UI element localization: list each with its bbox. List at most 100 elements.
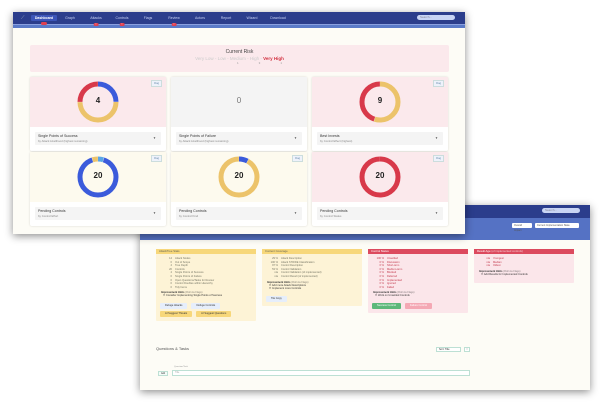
donut-segment[interactable] (77, 81, 119, 123)
implementation-state-dropdown[interactable]: Current Implementation State (535, 223, 579, 228)
nav-tab-dashboard[interactable]: Dashboard (31, 15, 57, 25)
stats-row: n/a Oldest (482, 264, 574, 268)
stat-label[interactable]: Control Doubles within Hierarchy (175, 282, 213, 286)
stat-label[interactable]: Single Points of Failure (175, 274, 202, 278)
flag-button[interactable]: Flag (433, 155, 444, 162)
logo-icon: ⟋ (21, 15, 25, 21)
search-input[interactable]: Search... (417, 15, 455, 20)
risk-level: High (249, 56, 260, 61)
stat-label[interactable]: Control Description (281, 264, 304, 268)
stat-label[interactable]: Out of Scope (175, 260, 191, 264)
stat-label[interactable]: Tidy Items (175, 285, 187, 289)
stat-label[interactable]: Discussion (387, 260, 400, 264)
stat-label[interactable]: Youngest (493, 257, 504, 260)
donut-segment[interactable] (359, 81, 401, 123)
panel-title: Result Age (of implemented controls) (474, 249, 574, 254)
panel-title: Content Coverage (262, 249, 362, 254)
stat-label[interactable]: Control Validation (281, 267, 302, 271)
nav-tab-flags[interactable]: Flags (135, 16, 161, 20)
stat-label[interactable]: Attack Nodes (175, 257, 191, 260)
checkbox-icon: ☐ (481, 272, 484, 276)
stat-label[interactable]: Controls (175, 267, 185, 271)
donut-segment[interactable] (218, 156, 260, 198)
impact-dropdown[interactable]: Overall Impact (512, 223, 532, 232)
panel-button[interactable]: Defuge Attacks (160, 302, 188, 309)
stat-label[interactable]: Deferred (387, 274, 398, 278)
stat-label[interactable]: Blocked (387, 271, 397, 275)
stat-value: 0 % (379, 271, 384, 275)
hint-item[interactable]: ☐ Implement more Controls (262, 287, 362, 291)
stat-label[interactable]: Ignored (387, 282, 396, 286)
checkbox-icon: ☐ (375, 294, 379, 298)
donut-chart (359, 81, 401, 123)
card-metric-select[interactable]: Pending Controls by Control Effort ▼ (35, 207, 161, 220)
panel-button[interactable]: Failure Control (404, 302, 432, 309)
back-search-input[interactable]: Search... (542, 208, 580, 213)
nav-badge (40, 22, 48, 25)
sort-direction-button[interactable]: ↕ (464, 347, 470, 352)
stat-label[interactable]: Attack STRIDE Classification (281, 260, 315, 264)
chevron-down-icon: ▼ (153, 136, 156, 140)
stats-row: 29 % Attack Description (270, 257, 362, 261)
donut-segment[interactable] (77, 81, 119, 123)
nav-tab-controls[interactable]: Controls! (109, 16, 135, 26)
card-metric-select[interactable]: Pending Controls by Control Kind ▼ (176, 207, 302, 220)
flag-button[interactable]: Flag (151, 155, 162, 162)
risk-level: Medium (229, 56, 246, 61)
stat-label[interactable]: Attack Description (281, 257, 302, 260)
donut-segment[interactable] (77, 156, 119, 198)
hint-item[interactable]: ☐ Add more Attack Descriptions (262, 284, 362, 288)
panel-button[interactable]: Success Control (372, 302, 401, 309)
card-metric-select[interactable]: Single Points of Success by Attack Likeli… (35, 132, 161, 145)
risk-level: Very Low (195, 56, 214, 61)
panel-button[interactable]: Defuge Controls (191, 302, 221, 309)
nav-tab-actors[interactable]: Actors (187, 16, 213, 20)
card-metric-select[interactable]: Single Points of Failure by Attack Likeli… (176, 132, 302, 145)
nav-tab-wizard[interactable]: Wizard (239, 16, 265, 20)
stat-label[interactable]: Short-term (387, 264, 400, 268)
dashboard-card: Flag 4 Single Points of Success by Attack L… (30, 77, 166, 151)
hint-item[interactable]: ☐ Consider Implementing Single Points of… (156, 294, 256, 298)
stat-label[interactable]: Oldest (493, 264, 501, 268)
nav-tab-report[interactable]: Report (213, 16, 239, 20)
panel-button[interactable]: AI Suggest Threats (160, 310, 193, 317)
card-metric-select[interactable]: Pending Controls by Control Status ▼ (317, 207, 443, 220)
flag-button[interactable]: Flag (151, 80, 162, 87)
nav-tab-review[interactable]: Review! (161, 16, 187, 26)
nav-tab-graph[interactable]: Graph (57, 16, 83, 20)
stat-value: n/a (274, 274, 278, 278)
stat-label[interactable]: Failed (387, 285, 395, 289)
risk-separator: - (225, 56, 230, 61)
hint-item[interactable]: ☐ Add Results for Implemented Controls (474, 273, 574, 277)
donut-segment[interactable] (77, 156, 119, 198)
hint-item[interactable]: ☐ Work on Unsettled Controls (368, 294, 468, 298)
card-subtitle: by Control Status (320, 214, 342, 218)
stats-row: 0 Control Doubles within Hierarchy (164, 282, 256, 286)
stats-row: 0 Out of Scope (164, 261, 256, 265)
card-title: Pending Controls (179, 209, 207, 213)
card-metric-select[interactable]: Best Invests by Control Effect (highest) ▼ (317, 132, 443, 145)
stat-label[interactable]: Control Result (of implemented) (281, 274, 318, 278)
flag-button[interactable]: Flag (292, 155, 303, 162)
stat-label[interactable]: Single Points of Success (175, 271, 204, 275)
panel-title-note: (of implemented controls) (491, 249, 523, 253)
stat-label[interactable]: Open Questions/Tasks for Review (175, 278, 215, 282)
sort-select[interactable]: Sort: Title (436, 347, 461, 352)
flag-button[interactable]: Flag (433, 80, 444, 87)
panel-button[interactable]: Tile Copy (266, 295, 287, 302)
stats-row: 4 Single Points of Success (164, 271, 256, 275)
stat-label[interactable]: Tree Depth (175, 264, 188, 268)
nav-tab-attacks[interactable]: Attacks! (83, 16, 109, 26)
stats-row: 0 Single Points of Failure (164, 275, 256, 279)
stat-label[interactable]: Unsettled (387, 257, 398, 260)
stat-label[interactable]: Control Validation (of implemented) (281, 271, 322, 275)
question-input[interactable]: Title (172, 370, 470, 376)
stats-row: 0 % Blocked (376, 271, 468, 275)
stat-label[interactable]: Median (493, 260, 502, 264)
stat-label[interactable]: Implemented (387, 278, 402, 282)
add-button[interactable]: Add (158, 371, 168, 376)
donut-segment[interactable] (359, 156, 401, 198)
nav-tab-download[interactable]: Download (265, 16, 291, 20)
stat-label[interactable]: Medium-term (387, 267, 403, 271)
panel-button[interactable]: AI Suggest Questions (196, 310, 232, 317)
